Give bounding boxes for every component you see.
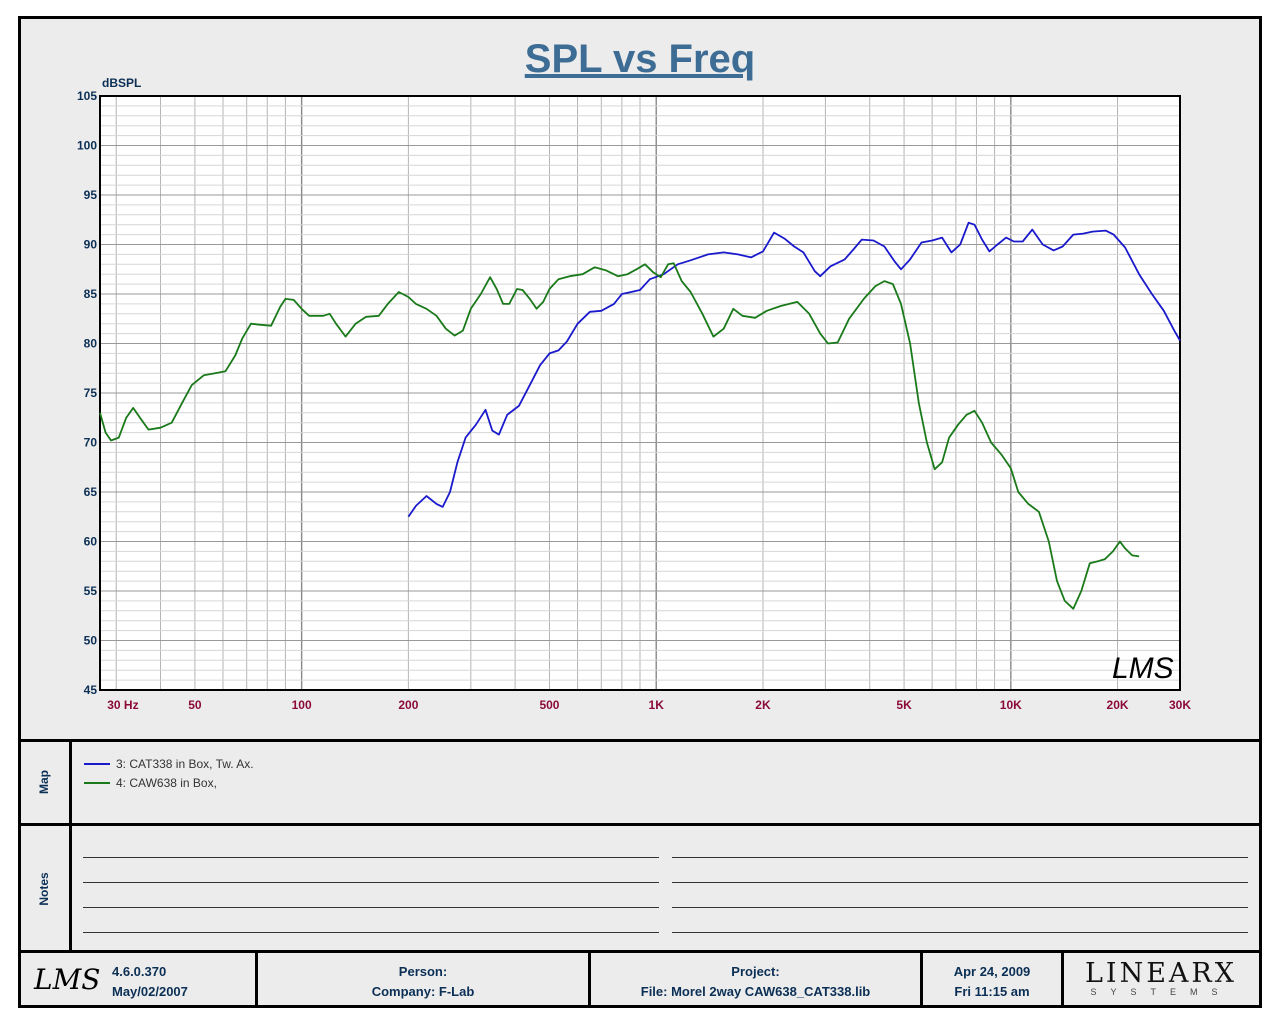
- note-line[interactable]: [83, 857, 659, 858]
- side-label-divider: [69, 739, 72, 953]
- y-tick-label: 75: [84, 386, 98, 400]
- report-time: Fri 11:15 am: [954, 984, 1030, 999]
- lms-watermark: LMS: [1112, 652, 1174, 685]
- y-tick-label: 85: [84, 287, 98, 301]
- y-tick-label: 65: [84, 485, 98, 499]
- legend-swatch-green: [84, 782, 110, 784]
- y-tick-label: 105: [77, 89, 97, 103]
- x-tick-label: 30K: [1169, 698, 1191, 712]
- legend-swatch-blue: [84, 763, 110, 765]
- notes-panel-label: Notes: [37, 872, 51, 906]
- version-date: May/02/2007: [112, 984, 188, 999]
- lms-logo: LMS: [34, 963, 101, 996]
- x-tick-label: 50: [188, 698, 202, 712]
- legend-text-cat338: 3: CAT338 in Box, Tw. Ax.: [116, 757, 254, 771]
- note-line[interactable]: [83, 882, 659, 883]
- linearx-brand-subtitle: SYSTEMS: [1090, 987, 1232, 997]
- x-tick-label: 100: [292, 698, 312, 712]
- spl-vs-freq-chart: 45 50 55 60 65 70 75 80 85 90 95 100 105 30 Hz 50 100 20…: [77, 37, 1191, 712]
- series-line-caw638: [99, 262, 1140, 610]
- y-tick-label: 60: [84, 535, 98, 549]
- x-tick-label: 200: [398, 698, 418, 712]
- legend-text-caw638: 4: CAW638 in Box,: [116, 776, 217, 790]
- project-label: Project:: [731, 964, 780, 979]
- x-tick-label: 1K: [649, 698, 665, 712]
- footer-divider: [588, 953, 591, 1008]
- map-panel-label: Map: [37, 770, 51, 794]
- y-tick-label: 95: [84, 188, 98, 202]
- company-name: Company: F-Lab: [371, 984, 475, 999]
- x-tick-label: 5K: [896, 698, 912, 712]
- y-tick-label: 45: [84, 683, 98, 697]
- x-tick-label: 10K: [1000, 698, 1022, 712]
- note-line[interactable]: [672, 882, 1248, 883]
- project-file: File: Morel 2way CAW638_CAT338.lib: [640, 984, 871, 999]
- divider-chart-map: [18, 739, 1262, 742]
- footer-divider: [1061, 953, 1064, 1008]
- x-tick-label: 500: [539, 698, 559, 712]
- note-line[interactable]: [672, 857, 1248, 858]
- note-line[interactable]: [83, 932, 659, 933]
- note-line[interactable]: [672, 932, 1248, 933]
- footer-divider: [255, 953, 258, 1008]
- y-tick-label: 100: [77, 139, 97, 153]
- x-tick-label: 30 Hz: [107, 698, 138, 712]
- y-axis-label: dBSPL: [102, 76, 141, 90]
- chart-title: SPL vs Freq: [525, 37, 755, 81]
- x-tick-label: 2K: [755, 698, 771, 712]
- linearx-brand-logo: LINEARX: [1085, 958, 1237, 989]
- legend-item-cat338[interactable]: 3: CAT338 in Box, Tw. Ax.: [84, 757, 254, 771]
- footer-divider: [920, 953, 923, 1008]
- y-tick-label: 50: [84, 634, 98, 648]
- y-tick-label: 80: [84, 337, 98, 351]
- legend-item-caw638[interactable]: 4: CAW638 in Box,: [84, 776, 217, 790]
- person-label: Person:: [398, 964, 448, 979]
- note-line[interactable]: [672, 907, 1248, 908]
- version-number: 4.6.0.370: [112, 964, 167, 979]
- y-tick-label: 55: [84, 584, 98, 598]
- x-tick-label: 20K: [1107, 698, 1129, 712]
- divider-map-notes: [18, 823, 1262, 826]
- plot-border: [99, 95, 1181, 691]
- report-date: Apr 24, 2009: [953, 964, 1031, 979]
- y-tick-label: 90: [84, 238, 98, 252]
- series-line-cat338: [407, 221, 1181, 518]
- divider-notes-footer: [18, 950, 1262, 953]
- y-tick-label: 70: [84, 436, 98, 450]
- note-line[interactable]: [83, 907, 659, 908]
